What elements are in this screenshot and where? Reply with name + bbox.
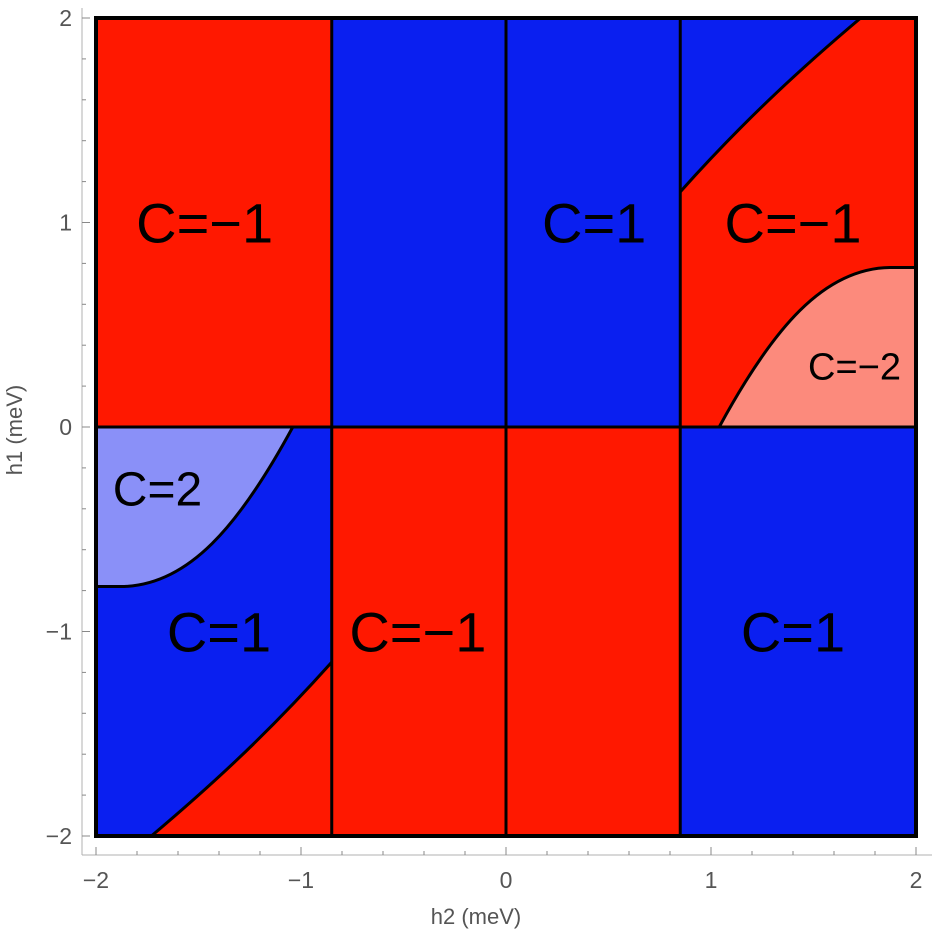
x-tick-label: −1	[288, 867, 314, 893]
y-tick-label: 2	[59, 5, 72, 31]
region-cell-bottom-3	[506, 427, 681, 836]
x-tick-label: 1	[705, 867, 718, 893]
region-label: C=1	[741, 601, 845, 664]
regions-layer	[96, 18, 916, 836]
y-axis-label: h1 (meV)	[2, 385, 27, 475]
region-label: C=−1	[136, 192, 273, 255]
x-tick-label: 0	[500, 867, 513, 893]
y-tick-label: −2	[46, 823, 72, 849]
region-label: C=−2	[808, 346, 901, 388]
axis-ticks: −2 −1 0 1 2 −2 −1 0 1 2	[46, 5, 932, 893]
x-tick-label: −2	[83, 867, 109, 893]
region-label: C=2	[113, 464, 202, 517]
region-label: C=−1	[725, 192, 862, 255]
region-c-plus-2	[96, 427, 293, 587]
region-cell-top-3	[506, 18, 681, 427]
region-label: C=1	[167, 601, 271, 664]
region-c-minus-2	[719, 267, 916, 427]
phase-boundary-curve-c-plus-2	[96, 426, 295, 589]
x-axis-label: h2 (meV)	[431, 904, 521, 929]
region-cell-top-1	[96, 18, 332, 427]
region-label: C=−1	[349, 601, 486, 664]
plot-frame	[94, 16, 918, 838]
region-lower-left-wedge	[151, 662, 332, 836]
region-label: C=1	[542, 192, 646, 255]
boundaries-layer	[96, 16, 916, 838]
y-tick-label: −1	[46, 619, 72, 645]
region-upper-right-wedge	[680, 18, 861, 192]
phase-boundary-curve-upper-right	[679, 16, 862, 193]
x-tick-label: 2	[910, 867, 923, 893]
region-cell-bottom-4	[680, 427, 916, 836]
y-tick-label: 1	[59, 210, 72, 236]
region-cell-top-2	[331, 18, 506, 427]
region-cell-bottom-2	[331, 427, 506, 836]
y-tick-label: 0	[59, 414, 72, 440]
region-labels: C=−1 C=1 C=−1 C=−2 C=2 C=1 C=−1 C=1	[113, 192, 901, 664]
phase-boundary-curve-lower-left	[150, 661, 333, 838]
phase-boundary-curve-c-minus-2	[717, 265, 916, 428]
plot-border	[94, 16, 918, 838]
